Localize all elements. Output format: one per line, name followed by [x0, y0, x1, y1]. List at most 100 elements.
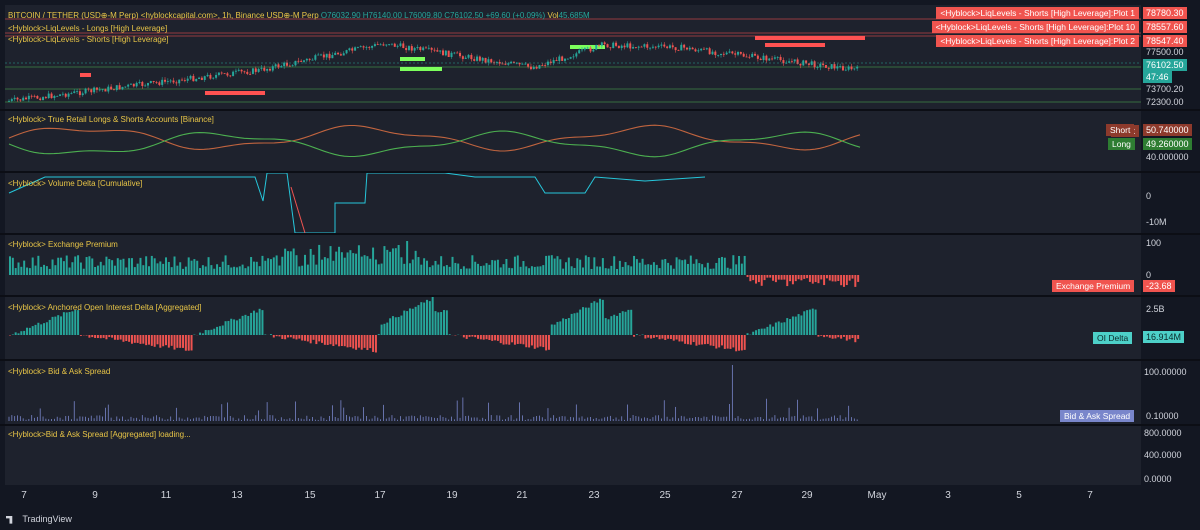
candle-body	[583, 47, 586, 50]
agg-axis[interactable]: 800.0000 400.0000 0.0000	[1141, 426, 1200, 485]
premium-bar	[224, 255, 227, 275]
candle-body	[807, 63, 810, 65]
spread-axis[interactable]: 100.00000 0.10000	[1141, 361, 1200, 424]
premium-axis[interactable]: 100 0 -23.68	[1141, 235, 1200, 295]
oi-bar	[108, 335, 111, 338]
candle-body	[697, 50, 700, 52]
oi-pane[interactable]	[5, 297, 1141, 359]
premium-bar	[661, 259, 664, 275]
oi-bar	[190, 335, 193, 351]
oi-bar	[125, 335, 128, 342]
candle-body	[512, 61, 515, 63]
oi-bar	[329, 335, 332, 345]
retail-pane[interactable]	[5, 111, 1141, 171]
spread-title[interactable]: <Hyblock> Bid & Ask Spread	[8, 367, 111, 376]
retail-axis[interactable]: Short 50.740000 49.260000 40.000000	[1110, 111, 1200, 171]
oi-bar	[857, 335, 860, 339]
premium-bar	[108, 259, 111, 275]
premium-bar	[621, 266, 624, 275]
oi-bar	[508, 335, 511, 345]
premium-bar	[261, 255, 264, 275]
oi-bar	[525, 335, 528, 348]
premium-bar	[272, 257, 275, 275]
premium-bar	[774, 275, 777, 283]
oi-bar	[570, 313, 573, 335]
indicator-longs-label[interactable]: <Hyblock>LiqLevels - Longs [High Leverag…	[8, 24, 168, 33]
candle-body	[209, 74, 212, 79]
pane-separator[interactable]	[0, 109, 1200, 111]
candle-body	[788, 61, 791, 63]
price-axis[interactable]: 78780.30 78557.60 78547.40 77500.00 7610…	[1141, 5, 1200, 109]
agg-title[interactable]: <Hyblock>Bid & Ask Spread [Aggregated] l…	[8, 430, 191, 439]
oi-bar	[241, 315, 244, 335]
premium-pane[interactable]	[5, 235, 1141, 295]
premium-bar	[564, 262, 567, 275]
spread-pane[interactable]	[5, 361, 1141, 424]
candle-body	[518, 62, 521, 65]
candle-body	[680, 44, 683, 51]
oi-bar	[332, 335, 335, 347]
retail-title[interactable]: <Hyblock> True Retail Longs & Shorts Acc…	[8, 115, 214, 124]
candle-body	[756, 55, 759, 59]
retail-chart[interactable]	[5, 111, 1141, 171]
liq-level-tag-3: <Hyblock>LiqLevels - Shorts [High Levera…	[936, 35, 1139, 47]
tradingview-logo[interactable]: TradingView	[6, 514, 72, 524]
premium-bar	[834, 275, 837, 282]
oi-bar	[423, 302, 426, 335]
oi-chart[interactable]	[5, 297, 1141, 359]
candle-body	[637, 46, 640, 48]
premium-bar	[165, 257, 168, 275]
oi-bar	[689, 335, 692, 345]
time-axis-label: 21	[516, 490, 528, 501]
pane-separator[interactable]	[0, 233, 1200, 235]
time-axis[interactable]: 7 9 11 13 15 17 19 21 23 25 27 29 May 3 5 7	[0, 486, 1141, 506]
price-chart[interactable]	[5, 5, 1141, 109]
oi-bar	[346, 335, 349, 348]
oi-bar	[295, 335, 298, 340]
premium-bar	[545, 255, 548, 275]
oi-bar	[715, 335, 718, 349]
indicator-shorts-label[interactable]: <Hyblock>LiqLevels - Shorts [High Levera…	[8, 35, 169, 44]
premium-bar	[357, 245, 360, 275]
premium-bar	[706, 262, 709, 275]
premium-bar	[678, 259, 681, 275]
premium-chart[interactable]	[5, 235, 1141, 295]
pane-separator[interactable]	[0, 295, 1200, 297]
candle-body	[229, 75, 232, 77]
candle-body	[288, 65, 291, 67]
oi-bar	[51, 316, 54, 335]
spread-chart[interactable]	[5, 361, 1141, 424]
vdelta-chart[interactable]	[5, 173, 1141, 233]
time-axis-label: 27	[731, 490, 743, 501]
price-tick-2: 73700.20	[1146, 84, 1184, 94]
vdelta-axis[interactable]: 0 -10M	[1141, 173, 1200, 233]
oi-bar	[235, 320, 238, 335]
oi-bar	[216, 326, 219, 335]
candle-body	[192, 75, 195, 82]
candle-body	[663, 44, 666, 47]
pane-separator[interactable]	[0, 424, 1200, 426]
premium-bar	[247, 266, 250, 275]
premium-bar	[511, 268, 514, 275]
candle-body	[799, 63, 802, 66]
pane-separator[interactable]	[0, 171, 1200, 173]
premium-bar	[684, 259, 687, 275]
oi-bar	[573, 313, 576, 335]
vdelta-title[interactable]: <Hyblock> Volume Delta [Cumulative]	[8, 179, 143, 188]
liq-level-value-2: 78557.60	[1143, 21, 1187, 33]
oi-bar	[576, 312, 579, 335]
candle-body	[436, 50, 439, 52]
candle-body	[558, 56, 561, 62]
oi-axis[interactable]: 2.5B 16.914M	[1141, 297, 1200, 359]
candle-body	[70, 93, 73, 94]
oi-title[interactable]: <Hyblock> Anchored Open Interest Delta […	[8, 303, 202, 312]
pane-separator[interactable]	[0, 359, 1200, 361]
premium-bar	[806, 275, 809, 279]
vdelta-pane[interactable]	[5, 173, 1141, 233]
candle-body	[39, 98, 42, 101]
premium-bar	[255, 261, 258, 275]
candle-body	[388, 44, 391, 45]
premium-title[interactable]: <Hyblock> Exchange Premium	[8, 240, 118, 249]
agg-pane[interactable]	[5, 426, 1141, 485]
oi-bar	[406, 311, 409, 335]
